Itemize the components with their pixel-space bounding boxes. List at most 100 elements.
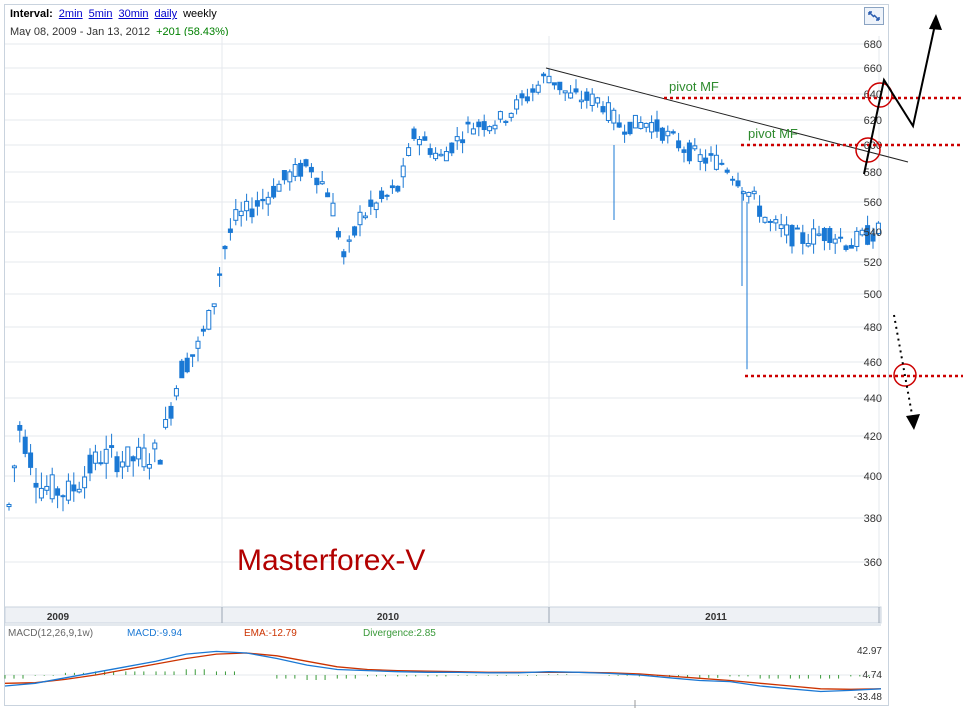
candle bbox=[211, 303, 217, 315]
candle-body bbox=[584, 91, 590, 101]
divergence-value: Divergence:2.85 bbox=[363, 628, 436, 639]
candle-body bbox=[114, 456, 120, 473]
candle bbox=[497, 110, 503, 123]
candle-body bbox=[60, 495, 66, 498]
candle-body bbox=[217, 273, 223, 276]
candle-body bbox=[611, 109, 617, 124]
candle-body bbox=[438, 153, 444, 157]
candle bbox=[584, 88, 590, 109]
candle-body bbox=[703, 157, 709, 164]
candle bbox=[260, 188, 266, 210]
candle bbox=[184, 352, 190, 374]
candle-body bbox=[44, 485, 50, 491]
candle-body bbox=[767, 220, 773, 223]
candle bbox=[832, 233, 838, 254]
candle-body bbox=[568, 92, 574, 99]
projection-path-up bbox=[863, 19, 937, 175]
candle-body bbox=[298, 162, 304, 177]
candle-body bbox=[179, 360, 185, 379]
candle-body bbox=[157, 459, 163, 465]
candle-body bbox=[433, 152, 439, 160]
candle-body bbox=[481, 121, 487, 131]
candle bbox=[811, 219, 817, 254]
ema-value: EMA:-12.79 bbox=[244, 628, 297, 639]
candle-body bbox=[524, 96, 530, 102]
interval-daily-link[interactable]: daily bbox=[154, 8, 178, 20]
candle-body bbox=[384, 194, 390, 197]
candle bbox=[454, 126, 460, 150]
candle-body bbox=[271, 185, 277, 198]
interval-30min-link[interactable]: 30min bbox=[118, 8, 149, 20]
candle bbox=[146, 453, 152, 480]
candle-body bbox=[141, 447, 147, 468]
candle bbox=[411, 126, 417, 141]
candle-body bbox=[379, 190, 385, 200]
candle bbox=[341, 248, 347, 265]
candle-body bbox=[373, 202, 379, 211]
interval-5min-link[interactable]: 5min bbox=[88, 8, 113, 20]
expand-icon[interactable] bbox=[864, 7, 884, 25]
candle-body bbox=[832, 238, 838, 244]
candle bbox=[373, 201, 379, 219]
candle-body bbox=[395, 185, 401, 192]
candle bbox=[730, 175, 736, 186]
candle-body bbox=[400, 165, 406, 178]
candle bbox=[114, 451, 120, 478]
candle-body bbox=[578, 99, 584, 103]
candle-body bbox=[33, 482, 39, 488]
candle bbox=[789, 224, 795, 254]
candle-body bbox=[190, 354, 196, 357]
candle-body bbox=[638, 122, 644, 129]
candle bbox=[28, 444, 34, 476]
candle bbox=[33, 468, 39, 504]
date-range: May 08, 2009 - Jan 13, 2012 +201 (58.43%) bbox=[10, 26, 229, 38]
candle bbox=[816, 225, 822, 237]
candle-body bbox=[265, 196, 271, 205]
candle bbox=[551, 82, 557, 90]
candle bbox=[238, 201, 244, 227]
candle bbox=[805, 233, 811, 248]
candle-body bbox=[233, 209, 239, 221]
candle-body bbox=[589, 93, 595, 106]
candle-body bbox=[254, 200, 260, 207]
candle bbox=[595, 96, 601, 108]
date-end: Jan 13, 2012 bbox=[86, 26, 151, 38]
interval-2min-link[interactable]: 2min bbox=[58, 8, 83, 20]
candle bbox=[465, 116, 471, 134]
candle-body bbox=[449, 142, 455, 154]
candle bbox=[724, 167, 730, 175]
candle-body bbox=[55, 488, 61, 496]
candle bbox=[346, 235, 352, 253]
candle-body bbox=[730, 178, 736, 181]
macd-axis-label: 42.97 bbox=[857, 646, 882, 657]
candle-body bbox=[308, 166, 314, 173]
candle bbox=[395, 185, 401, 193]
candle bbox=[119, 450, 125, 479]
candle-body bbox=[22, 436, 28, 454]
candle bbox=[827, 226, 833, 250]
candle-body bbox=[109, 445, 115, 448]
x-axis-band bbox=[4, 606, 882, 624]
candle-body bbox=[735, 180, 741, 187]
candle-body bbox=[195, 340, 201, 349]
y-tick-label: 500 bbox=[864, 289, 882, 301]
interval-weekly-current: weekly bbox=[183, 8, 217, 20]
candle bbox=[330, 192, 336, 217]
candle-body bbox=[416, 138, 422, 146]
candle-body bbox=[713, 154, 719, 170]
candle-body bbox=[643, 122, 649, 128]
candle-body bbox=[546, 75, 552, 84]
macd-axis-label: 4.74 bbox=[863, 670, 883, 681]
candle-body bbox=[600, 106, 606, 113]
ema-line bbox=[4, 652, 882, 690]
candle bbox=[681, 146, 687, 163]
candle bbox=[335, 227, 341, 240]
candle-body bbox=[616, 122, 622, 128]
candle bbox=[821, 226, 827, 251]
candle-body bbox=[362, 215, 368, 219]
candle-body bbox=[335, 231, 341, 238]
candle bbox=[130, 455, 136, 477]
x-label-2010: 2010 bbox=[377, 612, 400, 623]
candle bbox=[173, 385, 179, 401]
